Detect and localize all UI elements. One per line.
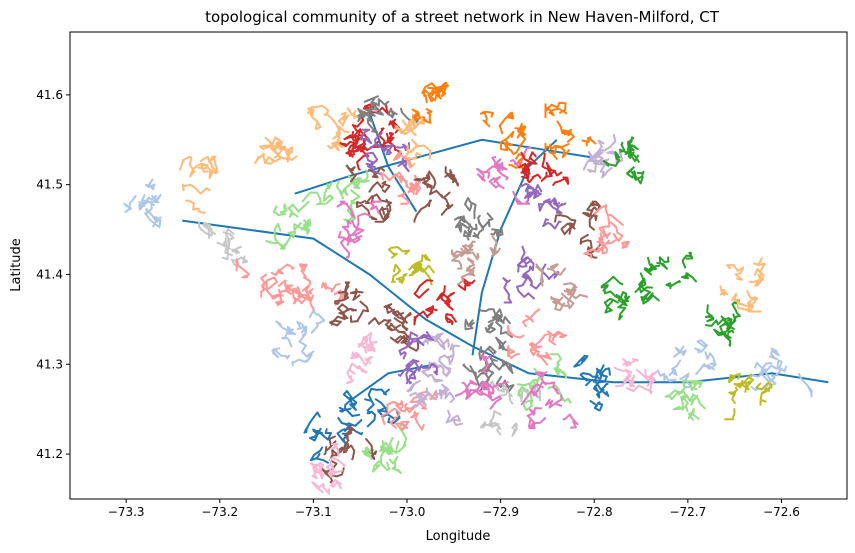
x-tick-label: −73.3 (108, 505, 145, 519)
y-tick-label: 41.3 (36, 357, 63, 371)
community-cluster (394, 113, 432, 169)
community-cluster (380, 150, 422, 205)
community-cluster (704, 299, 741, 347)
community-cluster (450, 235, 501, 286)
community-cluster (411, 81, 450, 124)
y-axis-label: Latitude (9, 238, 24, 292)
community-cluster (479, 110, 527, 169)
highway-line (350, 363, 436, 402)
y-tick-label: 41.5 (36, 178, 63, 192)
community-cluster (265, 191, 326, 250)
community-cluster (544, 101, 597, 160)
community-cluster (338, 387, 401, 428)
x-tick-label: −72.8 (576, 505, 613, 519)
community-cluster (406, 379, 464, 427)
community-cluster (307, 104, 364, 152)
community-cluster (554, 200, 603, 259)
community-cluster (361, 424, 407, 475)
community-cluster (309, 443, 346, 495)
highway-line (294, 138, 595, 195)
y-axis: 41.2 41.3 41.4 41.5 41.6 (36, 88, 70, 461)
community-cluster (254, 136, 298, 165)
community-cluster (336, 200, 383, 259)
community-cluster (359, 128, 410, 176)
community-cluster (381, 390, 438, 432)
community-cluster (421, 332, 460, 383)
community-cluster (346, 331, 378, 385)
community-cluster (573, 354, 611, 412)
x-tick-label: −72.9 (482, 505, 519, 519)
y-tick-label: 41.6 (36, 88, 63, 102)
community-cluster (387, 246, 435, 286)
community-cluster (507, 308, 567, 366)
community-cluster (397, 331, 438, 385)
community-cluster (454, 197, 504, 241)
community-cluster (613, 358, 659, 395)
community-cluster (502, 245, 560, 304)
community-cluster (454, 354, 509, 410)
community-cluster (535, 263, 588, 312)
community-regions (123, 81, 813, 495)
x-axis: −73.3 −73.2 −73.1 −73.0 −72.9 −72.8 −72.7 −72.6 (108, 499, 800, 519)
community-cluster (464, 308, 513, 361)
x-tick-label: −72.6 (763, 505, 800, 519)
community-cluster (518, 182, 567, 230)
community-cluster (367, 303, 420, 352)
community-cluster (178, 155, 219, 214)
community-cluster (413, 278, 476, 326)
chart-title: topological community of a street networ… (205, 8, 720, 26)
community-cluster (638, 251, 697, 301)
community-cluster (583, 204, 630, 259)
community-cluster (235, 258, 298, 307)
x-axis-label: Longitude (426, 529, 491, 544)
x-tick-label: −72.7 (669, 505, 706, 519)
community-cluster (520, 371, 579, 430)
community-cluster (345, 164, 392, 223)
community-cluster (479, 380, 541, 437)
community-cluster (664, 380, 706, 421)
community-cluster (724, 373, 773, 421)
plot-area (69, 31, 848, 500)
community-cluster (719, 257, 766, 313)
x-tick-label: −73.1 (295, 505, 332, 519)
community-cluster (476, 146, 532, 205)
community-cluster (600, 275, 660, 321)
community-cluster (518, 151, 570, 186)
community-cluster (329, 281, 370, 327)
community-cluster (602, 136, 645, 185)
plot-frame (69, 31, 848, 500)
community-cluster (123, 178, 162, 228)
community-cluster (413, 166, 460, 223)
y-tick-label: 41.2 (36, 447, 63, 461)
y-tick-label: 41.4 (36, 267, 63, 281)
x-tick-label: −73.0 (389, 505, 426, 519)
x-tick-label: −73.2 (201, 505, 238, 519)
community-cluster (271, 310, 326, 367)
